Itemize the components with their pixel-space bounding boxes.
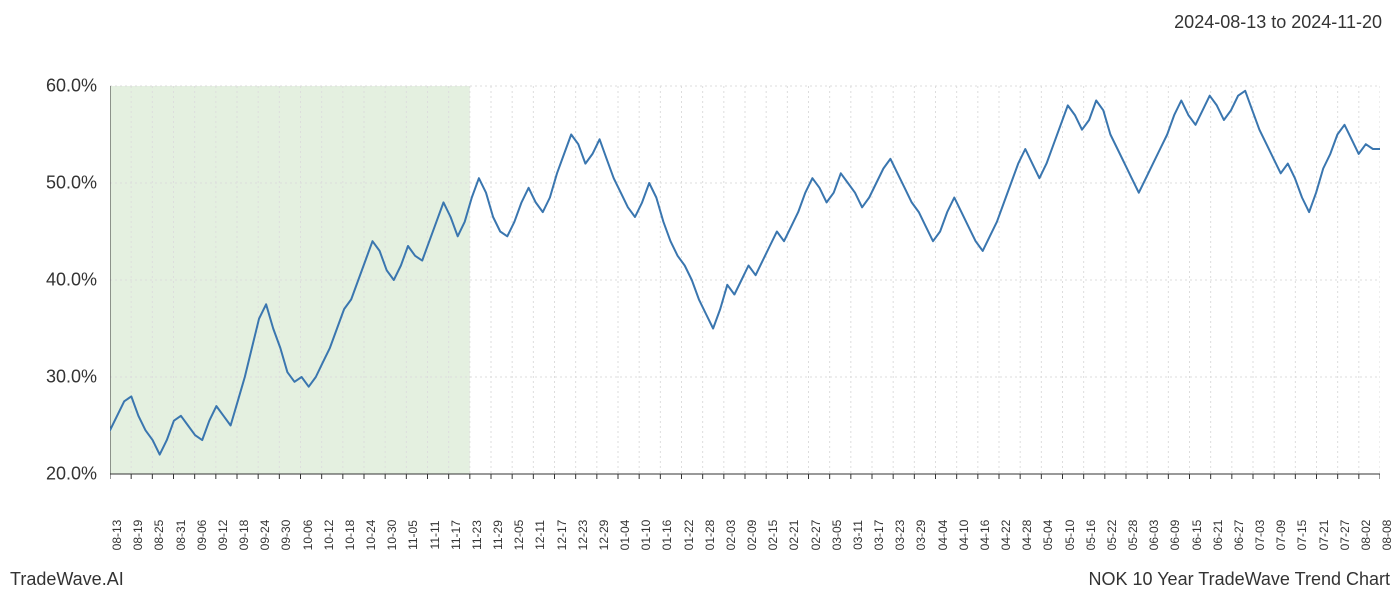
x-tick-label: 06-21 xyxy=(1211,520,1225,551)
x-tick-label: 07-09 xyxy=(1274,520,1288,551)
x-tick-label: 05-22 xyxy=(1105,520,1119,551)
x-tick-label: 08-02 xyxy=(1359,520,1373,551)
chart-svg xyxy=(110,80,1380,480)
x-tick-label: 01-22 xyxy=(682,520,696,551)
x-tick-label: 02-03 xyxy=(724,520,738,551)
x-tick-label: 03-23 xyxy=(893,520,907,551)
x-tick-label: 12-17 xyxy=(555,520,569,551)
y-tick-label: 60.0% xyxy=(46,76,97,97)
x-tick-label: 04-10 xyxy=(957,520,971,551)
brand-label: TradeWave.AI xyxy=(10,569,124,590)
x-tick-label: 06-15 xyxy=(1190,520,1204,551)
x-tick-label: 09-30 xyxy=(279,520,293,551)
date-range-label: 2024-08-13 to 2024-11-20 xyxy=(1174,12,1382,33)
x-tick-label: 11-05 xyxy=(406,520,420,550)
x-tick-label: 10-18 xyxy=(343,520,357,551)
x-tick-label: 10-12 xyxy=(322,520,336,551)
x-tick-label: 10-30 xyxy=(385,520,399,551)
x-tick-label: 03-29 xyxy=(914,520,928,551)
x-tick-label: 04-16 xyxy=(978,520,992,551)
y-tick-label: 20.0% xyxy=(46,464,97,485)
x-tick-label: 08-08 xyxy=(1380,520,1394,551)
x-tick-label: 05-04 xyxy=(1041,520,1055,551)
x-tick-label: 12-29 xyxy=(597,520,611,551)
x-tick-label: 06-09 xyxy=(1168,520,1182,551)
x-tick-label: 05-16 xyxy=(1084,520,1098,551)
x-tick-label: 12-05 xyxy=(512,520,526,551)
x-tick-label: 12-11 xyxy=(533,520,547,550)
x-tick-label: 01-28 xyxy=(703,520,717,551)
x-tick-label: 02-09 xyxy=(745,520,759,551)
chart-title: NOK 10 Year TradeWave Trend Chart xyxy=(1089,569,1391,590)
x-tick-label: 04-22 xyxy=(999,520,1013,551)
x-tick-label: 03-11 xyxy=(851,520,865,550)
x-tick-label: 11-11 xyxy=(428,521,442,550)
x-tick-label: 07-03 xyxy=(1253,520,1267,551)
x-tick-label: 01-16 xyxy=(660,520,674,551)
x-tick-label: 04-04 xyxy=(936,520,950,551)
x-tick-label: 01-10 xyxy=(639,520,653,551)
x-tick-label: 02-27 xyxy=(809,520,823,551)
x-tick-label: 06-27 xyxy=(1232,520,1246,551)
x-tick-label: 12-23 xyxy=(576,520,590,551)
x-tick-label: 08-13 xyxy=(110,520,124,551)
y-tick-label: 50.0% xyxy=(46,173,97,194)
x-tick-label: 10-24 xyxy=(364,520,378,551)
y-tick-label: 30.0% xyxy=(46,367,97,388)
x-tick-label: 11-23 xyxy=(470,520,484,550)
x-tick-label: 11-29 xyxy=(491,520,505,550)
x-tick-label: 01-04 xyxy=(618,520,632,551)
x-tick-label: 05-28 xyxy=(1126,520,1140,551)
x-tick-label: 10-06 xyxy=(301,520,315,551)
x-tick-label: 02-21 xyxy=(787,520,801,551)
x-tick-label: 03-05 xyxy=(830,520,844,551)
x-tick-label: 09-06 xyxy=(195,520,209,551)
x-tick-label: 09-18 xyxy=(237,520,251,551)
x-tick-label: 08-19 xyxy=(131,520,145,551)
x-tick-label: 07-27 xyxy=(1338,520,1352,551)
x-tick-label: 07-15 xyxy=(1295,520,1309,551)
x-tick-label: 02-15 xyxy=(766,520,780,551)
x-tick-label: 08-31 xyxy=(174,520,188,551)
x-tick-label: 07-21 xyxy=(1317,520,1331,551)
x-tick-label: 04-28 xyxy=(1020,520,1034,551)
x-tick-label: 06-03 xyxy=(1147,520,1161,551)
x-tick-label: 11-17 xyxy=(449,520,463,550)
x-tick-label: 09-24 xyxy=(258,520,272,551)
x-tick-label: 08-25 xyxy=(152,520,166,551)
x-tick-label: 09-12 xyxy=(216,520,230,551)
y-axis: 20.0%30.0%40.0%50.0%60.0% xyxy=(0,80,105,480)
x-tick-label: 05-10 xyxy=(1063,520,1077,551)
chart-plot-area xyxy=(110,80,1380,480)
x-axis: 08-13 08-19 08-25 08-31 09-06 09-12 09-18 09-24… xyxy=(110,485,1380,555)
x-tick-label: 03-17 xyxy=(872,520,886,551)
y-tick-label: 40.0% xyxy=(46,270,97,291)
